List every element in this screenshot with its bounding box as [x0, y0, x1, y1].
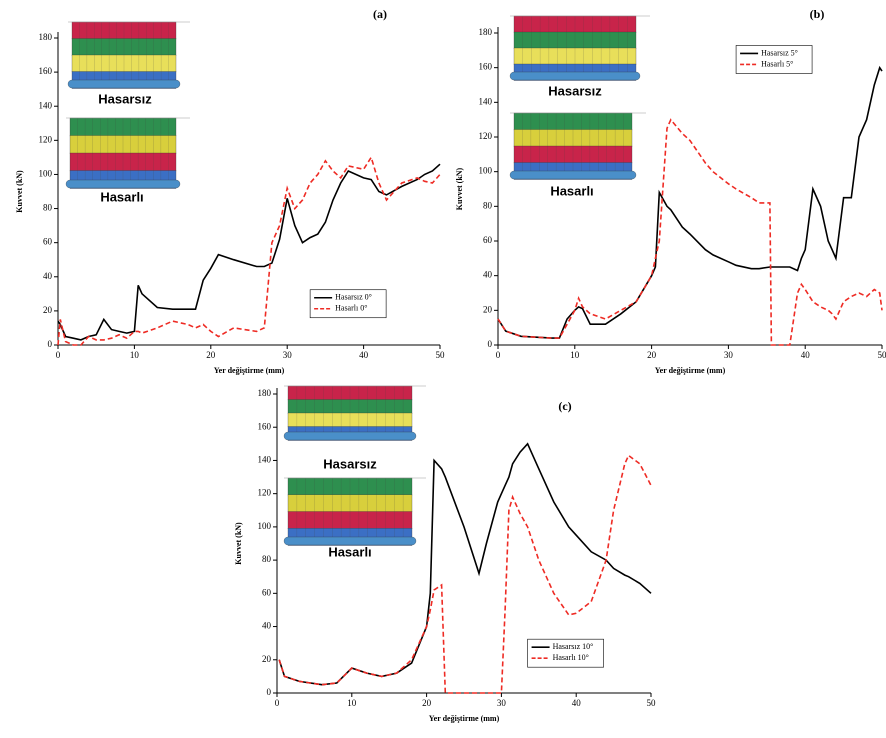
x-tick-label: 10	[347, 698, 357, 708]
legend-label: Hasarlı 5°	[761, 59, 793, 68]
annotation: Hasarlı	[550, 183, 593, 198]
x-tick-label: 20	[647, 350, 657, 360]
y-tick-label: 140	[479, 96, 493, 106]
panel-title: (c)	[558, 399, 571, 413]
x-tick-label: 40	[359, 350, 369, 360]
y-tick-label: 100	[39, 169, 53, 179]
legend-label: Hasarsız 5°	[761, 48, 798, 57]
y-tick-label: 80	[262, 554, 272, 564]
y-tick-label: 0	[267, 687, 272, 697]
y-tick-label: 80	[483, 200, 493, 210]
y-tick-label: 40	[43, 271, 53, 281]
x-tick-label: 30	[497, 698, 507, 708]
x-tick-label: 20	[422, 698, 432, 708]
panel-title: (b)	[810, 7, 825, 21]
inset-illustration	[68, 22, 190, 89]
x-tick-label: 30	[724, 350, 734, 360]
y-tick-label: 60	[43, 237, 53, 247]
y-tick-label: 140	[39, 100, 53, 110]
inset-base	[66, 180, 180, 188]
y-axis-label: Kuvvet (kN)	[15, 170, 24, 213]
y-tick-label: 180	[479, 27, 493, 37]
y-tick-label: 100	[479, 166, 493, 176]
y-tick-label: 0	[48, 339, 53, 349]
legend-label: Hasarsız 0°	[335, 293, 372, 302]
legend-label: Hasarlı 10°	[553, 653, 589, 662]
y-axis-label: Kuvvet (kN)	[455, 167, 464, 210]
series-line	[498, 68, 882, 338]
x-tick-label: 10	[130, 350, 140, 360]
x-tick-label: 50	[436, 350, 446, 360]
y-tick-label: 80	[43, 203, 53, 213]
y-tick-label: 120	[479, 131, 493, 141]
y-axis-label: Kuvvet (kN)	[234, 522, 243, 565]
y-tick-label: 20	[483, 304, 493, 314]
y-tick-label: 140	[258, 455, 272, 465]
y-tick-label: 160	[258, 421, 272, 431]
x-tick-label: 40	[801, 350, 811, 360]
x-axis-label: Yer değiştirme (mm)	[655, 366, 726, 375]
inset-illustration	[510, 113, 646, 180]
y-tick-label: 20	[262, 654, 272, 664]
figure: 02040608010012014016018001020304050Yer d…	[0, 0, 886, 738]
x-tick-label: 50	[878, 350, 886, 360]
y-tick-label: 20	[43, 305, 53, 315]
inset-base	[510, 72, 640, 80]
inset-illustration	[284, 386, 426, 441]
y-tick-label: 0	[488, 339, 493, 349]
x-tick-label: 40	[572, 698, 582, 708]
annotation: Hasarsız	[98, 91, 152, 106]
inset-illustration	[284, 478, 426, 546]
panel-title: (a)	[373, 7, 387, 21]
inset-base	[68, 80, 180, 88]
y-tick-label: 180	[258, 388, 272, 398]
y-tick-label: 40	[262, 621, 272, 631]
y-tick-label: 160	[39, 66, 53, 76]
inset-illustration	[510, 16, 650, 81]
annotation: Hasarlı	[328, 544, 371, 559]
y-tick-label: 60	[483, 235, 493, 245]
x-axis-label: Yer değiştirme (mm)	[429, 714, 500, 723]
y-tick-label: 40	[483, 270, 493, 280]
y-tick-label: 100	[258, 521, 272, 531]
x-tick-label: 0	[56, 350, 61, 360]
y-tick-label: 120	[39, 134, 53, 144]
legend-label: Hasarlı 0°	[335, 304, 367, 313]
x-tick-label: 20	[206, 350, 216, 360]
x-tick-label: 0	[275, 698, 280, 708]
y-tick-label: 180	[39, 32, 53, 42]
x-tick-label: 0	[496, 350, 501, 360]
x-tick-label: 30	[283, 350, 293, 360]
inset-base	[284, 432, 416, 440]
inset-illustration	[66, 118, 190, 189]
x-tick-label: 10	[570, 350, 580, 360]
legend-label: Hasarsız 10°	[553, 642, 594, 651]
y-tick-label: 160	[479, 62, 493, 72]
annotation: Hasarsız	[548, 83, 602, 98]
y-tick-label: 120	[258, 488, 272, 498]
inset-base	[510, 171, 636, 179]
annotation: Hasarsız	[323, 456, 377, 471]
annotation: Hasarlı	[100, 189, 143, 204]
x-axis-label: Yer değiştirme (mm)	[214, 366, 285, 375]
x-tick-label: 50	[647, 698, 657, 708]
y-tick-label: 60	[262, 587, 272, 597]
